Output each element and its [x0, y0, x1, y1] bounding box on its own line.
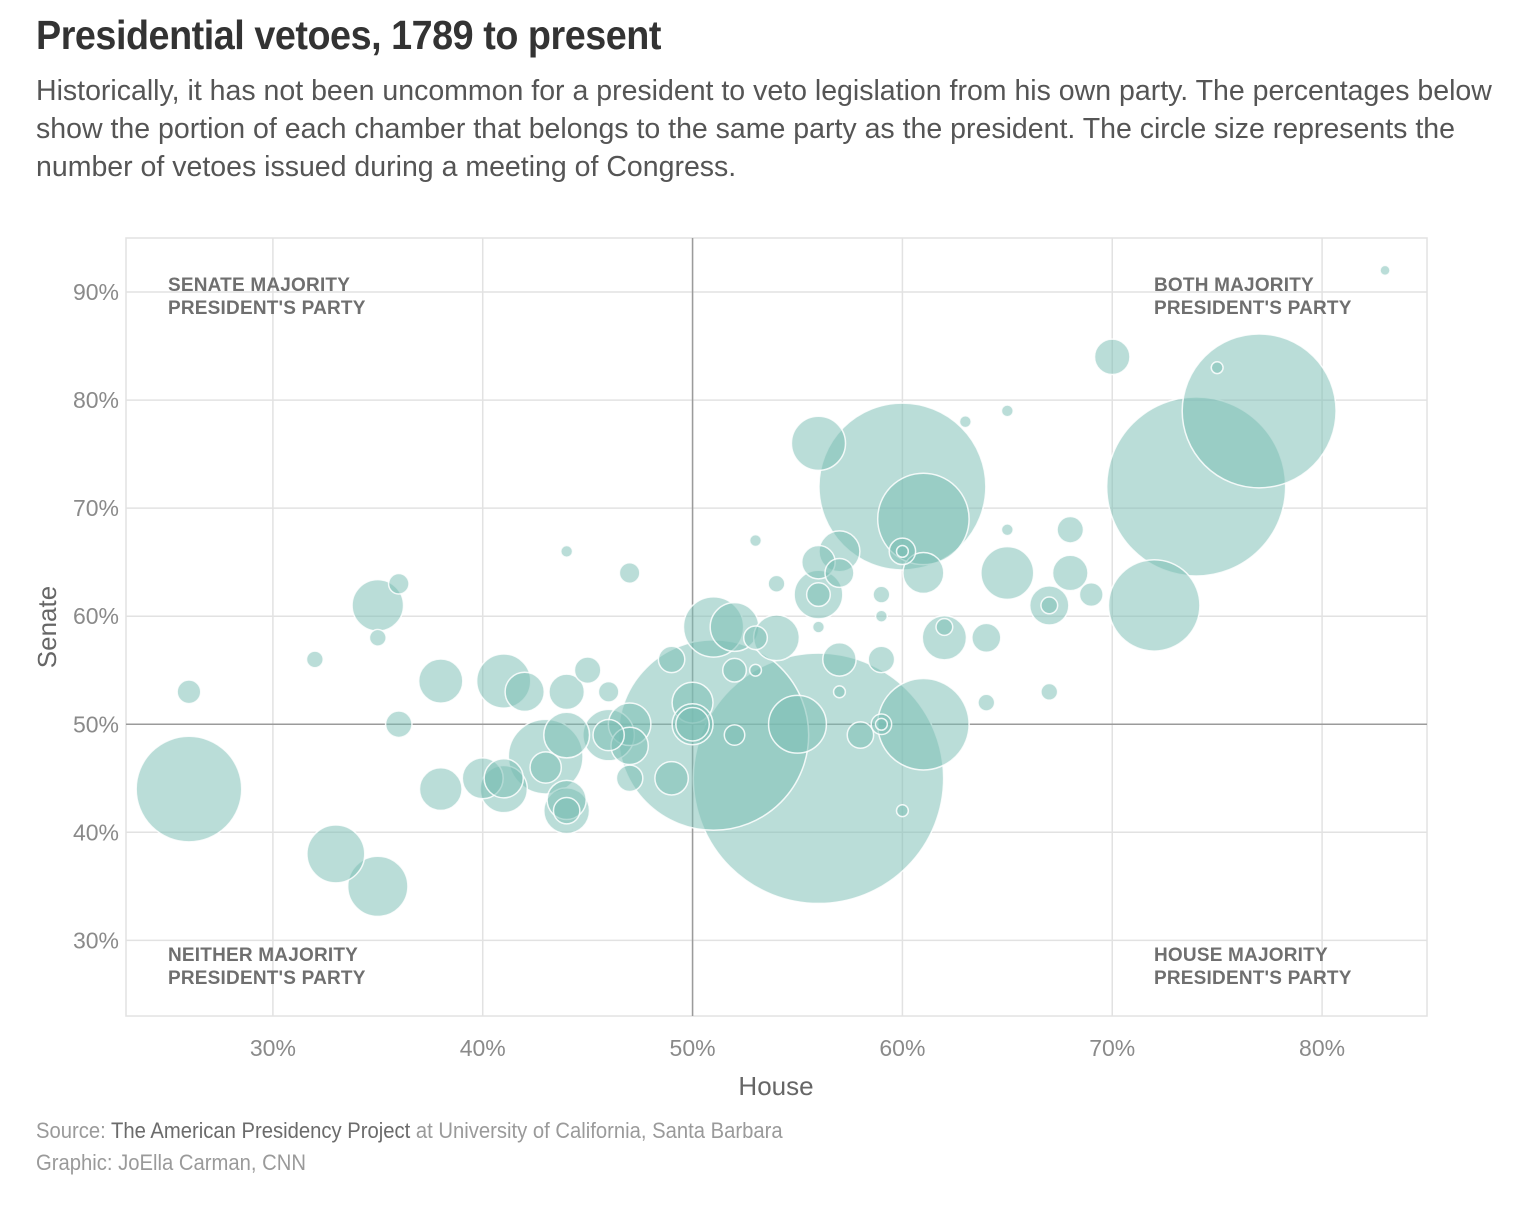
x-tick-label: 80%	[1299, 1035, 1345, 1061]
veto-bubble[interactable]	[543, 711, 591, 759]
veto-bubble[interactable]	[824, 557, 855, 589]
veto-bubble[interactable]	[822, 641, 857, 677]
plot-frame	[125, 237, 1428, 1017]
bubble-chart: SENATE MAJORITY PRESIDENT'S PARTY BOTH M…	[32, 237, 1428, 1101]
y-tick-label: 70%	[73, 495, 119, 521]
veto-bubble[interactable]	[552, 796, 581, 825]
veto-bubble[interactable]	[971, 622, 1002, 654]
veto-bubble[interactable]	[874, 717, 889, 731]
veto-bubble[interactable]	[368, 628, 387, 647]
veto-bubble[interactable]	[935, 617, 954, 637]
veto-bubble[interactable]	[1040, 682, 1059, 701]
veto-bubble[interactable]	[767, 694, 828, 754]
veto-bubble[interactable]	[560, 544, 574, 559]
source-at: at	[410, 1118, 439, 1143]
veto-bubble[interactable]	[675, 706, 711, 742]
quadrant-label-bottom-right-line2: PRESIDENT'S PARTY	[1154, 968, 1352, 989]
veto-bubble[interactable]	[1078, 582, 1104, 608]
veto-bubble[interactable]	[615, 764, 644, 793]
label-layer: SENATE MAJORITY PRESIDENT'S PARTY BOTH M…	[32, 275, 1352, 1101]
bubble-layer	[135, 264, 1391, 918]
source-name-link[interactable]: The American Presidency Project	[111, 1118, 411, 1143]
veto-bubble[interactable]	[573, 656, 602, 685]
veto-bubble[interactable]	[958, 415, 973, 429]
veto-bubble[interactable]	[504, 671, 546, 713]
veto-bubble[interactable]	[529, 751, 563, 784]
source-note: Source: The American Presidency Project …	[36, 1118, 783, 1144]
veto-bubble[interactable]	[895, 804, 910, 818]
quadrant-label-top-right-line1: BOTH MAJORITY	[1154, 275, 1314, 296]
source-prefix: Source:	[36, 1118, 112, 1143]
veto-bubble[interactable]	[1107, 558, 1201, 652]
veto-bubble[interactable]	[921, 614, 968, 661]
y-tick-label: 90%	[73, 279, 119, 305]
x-tick-label: 60%	[879, 1035, 925, 1061]
x-tick-label: 50%	[670, 1035, 716, 1061]
veto-bubble[interactable]	[805, 582, 832, 608]
veto-bubble[interactable]	[417, 658, 464, 704]
veto-bubble[interactable]	[980, 545, 1035, 601]
veto-bubble[interactable]	[721, 657, 748, 683]
quadrant-label-bottom-right-line1: HOUSE MAJORITY	[1154, 945, 1328, 966]
x-tick-label: 30%	[250, 1035, 296, 1061]
veto-bubble[interactable]	[1000, 523, 1014, 537]
veto-bubble[interactable]	[548, 673, 586, 711]
veto-bubble[interactable]	[305, 650, 324, 669]
veto-bubble[interactable]	[1000, 404, 1014, 418]
veto-bubble[interactable]	[874, 609, 889, 623]
veto-bubble[interactable]	[1040, 596, 1059, 615]
chart-title: Presidential vetoes, 1789 to present	[36, 12, 661, 58]
veto-bubble[interactable]	[1181, 333, 1337, 489]
veto-bubble[interactable]	[867, 645, 896, 674]
veto-bubble[interactable]	[748, 663, 763, 677]
veto-bubble[interactable]	[895, 544, 910, 559]
y-tick-label: 60%	[73, 603, 119, 629]
veto-bubble[interactable]	[748, 533, 763, 548]
y-tick-label: 50%	[73, 711, 119, 737]
veto-bubble[interactable]	[306, 824, 366, 884]
veto-bubble[interactable]	[902, 551, 945, 595]
source-institution: University of California, Santa Barbara	[438, 1118, 783, 1143]
veto-bubble[interactable]	[346, 855, 409, 918]
y-tick-label: 80%	[73, 387, 119, 413]
veto-bubble[interactable]	[597, 680, 620, 703]
veto-bubble[interactable]	[618, 562, 641, 584]
veto-bubble[interactable]	[1379, 264, 1391, 277]
x-tick-label: 40%	[460, 1035, 506, 1061]
x-axis-title: House	[738, 1071, 813, 1101]
veto-bubble[interactable]	[872, 585, 891, 604]
quadrant-label-top-right-line2: PRESIDENT'S PARTY	[1154, 298, 1352, 319]
veto-bubble[interactable]	[790, 415, 847, 472]
veto-bubble[interactable]	[846, 721, 875, 749]
veto-bubble[interactable]	[176, 679, 202, 705]
veto-bubble[interactable]	[1093, 338, 1131, 376]
veto-bubble[interactable]	[135, 735, 243, 843]
veto-bubble[interactable]	[1210, 361, 1224, 375]
veto-bubble[interactable]	[657, 645, 686, 674]
veto-bubble[interactable]	[384, 710, 413, 739]
chart-subtitle: Historically, it has not been uncommon f…	[36, 75, 1492, 183]
veto-bubble[interactable]	[387, 572, 410, 595]
x-tick-label: 70%	[1089, 1035, 1135, 1061]
veto-bubble[interactable]	[811, 620, 826, 634]
veto-bubble[interactable]	[832, 685, 847, 699]
veto-bubble[interactable]	[1056, 515, 1085, 544]
veto-bubble[interactable]	[592, 718, 625, 752]
veto-bubble[interactable]	[977, 693, 996, 712]
veto-bubble[interactable]	[418, 767, 463, 812]
veto-bubble[interactable]	[742, 625, 769, 651]
y-tick-label: 40%	[73, 819, 119, 845]
quadrant-label-top-left-line2: PRESIDENT'S PARTY	[168, 298, 366, 319]
quadrant-label-bottom-left-line1: NEITHER MAJORITY	[168, 945, 358, 966]
veto-bubble[interactable]	[483, 757, 525, 799]
veto-bubble[interactable]	[654, 760, 690, 796]
quadrant-label-bottom-left-line2: PRESIDENT'S PARTY	[168, 968, 366, 989]
quadrant-label-top-left-line1: SENATE MAJORITY	[168, 275, 350, 296]
veto-bubble[interactable]	[767, 574, 786, 593]
y-tick-label: 30%	[73, 927, 119, 953]
veto-bubble[interactable]	[723, 724, 746, 747]
y-axis-title: Senate	[32, 586, 62, 668]
graphic-credit: Graphic: JoElla Carman, CNN	[36, 1150, 306, 1175]
veto-bubble[interactable]	[1051, 554, 1089, 592]
